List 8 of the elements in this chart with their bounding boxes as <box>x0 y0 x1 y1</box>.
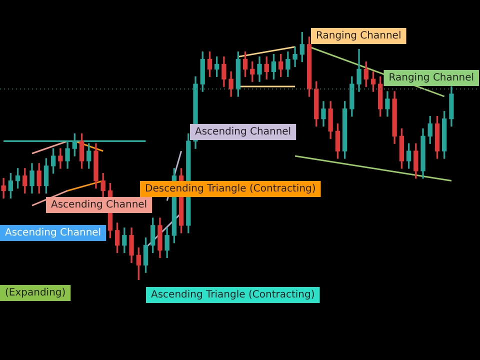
annotation: Ranging Channel <box>388 72 474 84</box>
annotation: Descending Triangle (Contracting) <box>145 184 316 195</box>
annotation: Ranging Channel <box>316 30 402 42</box>
text: (Expanding) <box>5 288 66 299</box>
annotation: Ascending Channel <box>51 200 148 211</box>
text: Ascending Triangle (Contracting) <box>151 290 315 301</box>
annotation: Ascending Channel <box>5 228 102 239</box>
annotation: Ascending Channel <box>195 126 292 138</box>
